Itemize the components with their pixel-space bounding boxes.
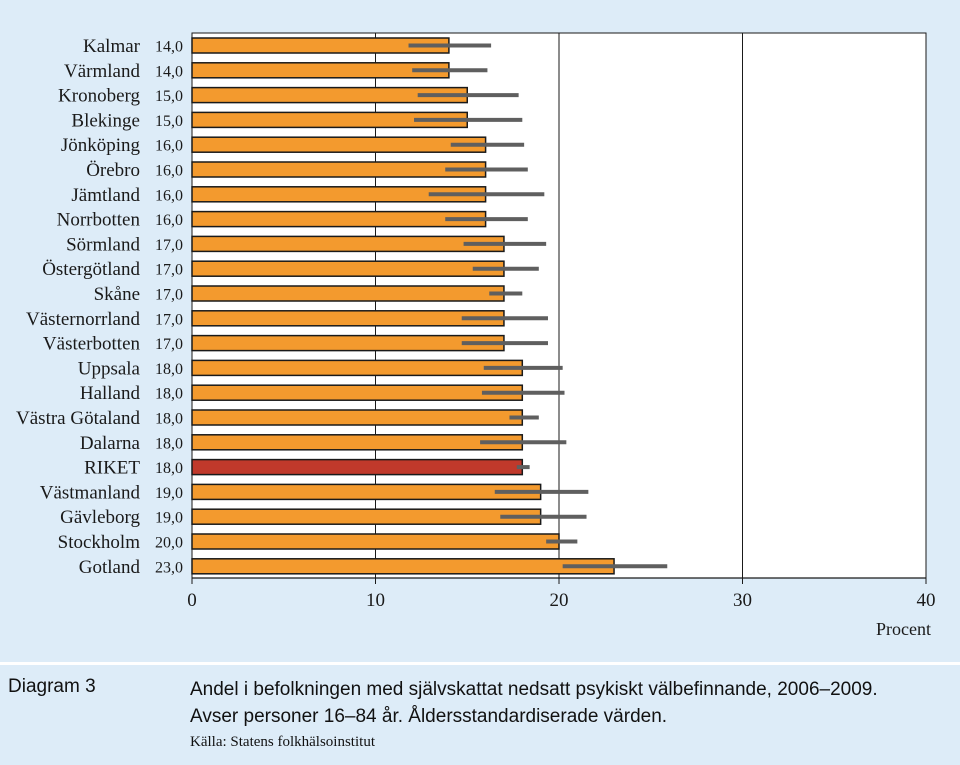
category-label: Sörmland [66,234,140,255]
category-label: Jämtland [71,185,140,206]
value-label: 17,0 [155,311,183,328]
category-labels: Kalmar 14,0 Värmland 14,0 Kronoberg 15,0 Bleki… [16,36,183,578]
bar-västra götaland [191,409,524,426]
category-label: Kalmar [83,36,141,57]
bar-norrbotten [191,210,487,228]
x-tick-label-40: 40 [917,590,936,611]
category-label: RIKET [84,458,140,479]
category-label: Stockholm [58,532,141,553]
bar-uppsala [191,359,524,377]
value-label: 15,0 [155,88,183,105]
diagram-number: Diagram 3 [8,676,96,697]
category-label: Östergötland [42,259,140,280]
category-label: Skåne [94,284,140,305]
category-label: Dalarna [80,433,141,454]
bar-västernorrland [191,310,505,327]
value-label: 16,0 [155,138,183,155]
bar-stockholm [191,533,560,550]
error-bars [408,43,668,569]
value-label: 17,0 [155,336,183,353]
bar-östergötland [191,260,505,277]
category-label: Halland [80,383,141,404]
category-label: Gävleborg [60,507,140,528]
category-label: Jönköping [61,135,141,156]
bars [191,37,615,575]
bar-riket [191,458,524,476]
x-tick-label-20: 20 [550,590,569,611]
bar-västmanland [191,483,542,501]
category-label: Örebro [86,160,140,181]
x-tick-label-30: 30 [733,590,752,611]
bar-sörmland [191,235,505,253]
value-label: 18,0 [155,361,183,378]
category-label: Västerbotten [43,334,141,355]
bar-västerbotten [191,334,505,352]
category-label: Norrbotten [57,210,141,231]
value-label: 14,0 [155,63,183,80]
category-label: Uppsala [78,358,141,379]
bar-skåne [191,285,505,302]
bar-chart: Kalmar 14,0 Värmland 14,0 Kronoberg 15,0 Bleki… [16,32,936,639]
value-label: 17,0 [155,237,183,254]
category-label: Västernorrland [26,309,140,330]
bar-dalarna [191,434,524,451]
category-label: Kronoberg [58,86,140,107]
category-label: Gotland [79,557,141,578]
value-label: 18,0 [155,411,183,428]
source-note: Källa: Statens folkhälsoinstitut [190,734,375,750]
category-label: Blekinge [71,110,140,131]
value-label: 16,0 [155,163,183,180]
value-label: 15,0 [155,113,183,130]
value-label: 19,0 [155,485,183,502]
category-label: Västmanland [40,482,141,503]
bar-värmland [191,62,450,79]
value-label: 16,0 [155,212,183,229]
value-label: 17,0 [155,287,183,304]
value-label: 23,0 [155,559,183,576]
value-label: 20,0 [155,535,183,552]
bar-halland [191,384,524,401]
bar-gävleborg [191,508,542,525]
caption-text: Andel i befolkningen med självskattat ne… [190,679,878,727]
value-label: 19,0 [155,510,183,527]
value-label: 16,0 [155,187,183,204]
value-label: 18,0 [155,460,183,477]
value-label: 17,0 [155,262,183,279]
x-tick-label-10: 10 [366,590,385,611]
bar-örebro [191,161,487,178]
value-label: 14,0 [155,39,183,56]
x-axis-ticks: 0 10 20 30 40 [187,578,936,611]
value-label: 18,0 [155,386,183,403]
bar-jönköping [191,136,487,153]
category-label: Västra Götaland [16,408,140,429]
value-label: 18,0 [155,435,183,452]
bar-gotland [191,558,615,575]
x-tick-label-0: 0 [187,590,197,611]
x-axis-title: Procent [876,619,931,639]
category-label: Värmland [64,61,140,82]
caption-divider [0,662,960,665]
